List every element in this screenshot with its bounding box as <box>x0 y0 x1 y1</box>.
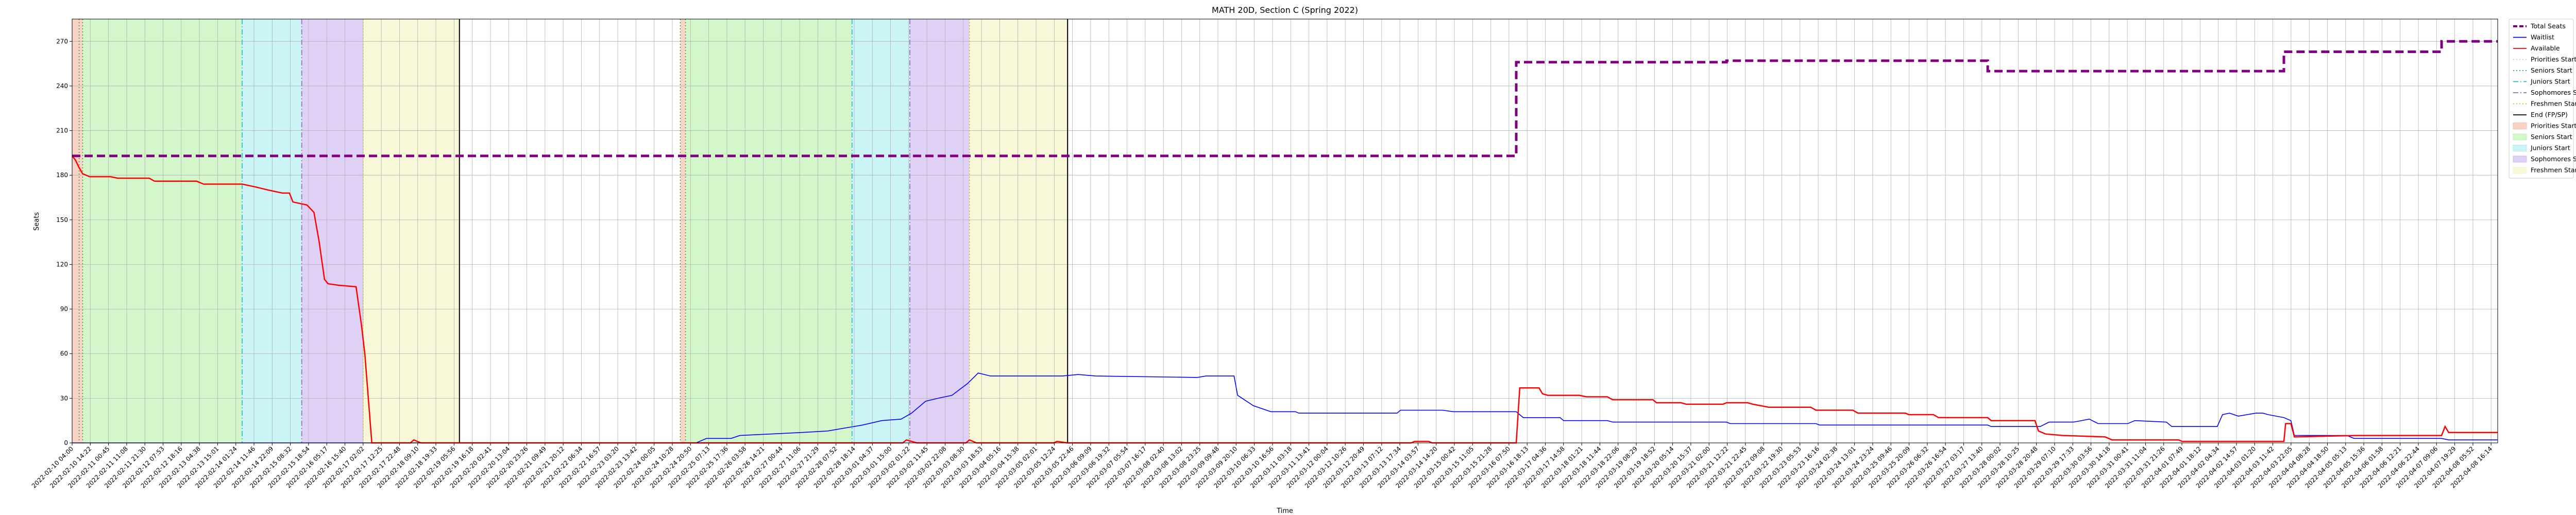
phase-span <box>82 19 242 443</box>
legend-label: Available <box>2531 44 2560 52</box>
phase-span <box>242 19 302 443</box>
legend-label: Total Seats <box>2530 22 2566 30</box>
phase-span <box>685 19 852 443</box>
legend-swatch <box>2513 156 2527 163</box>
legend-label: Seniors Start <box>2531 133 2572 141</box>
legend-label: Waitlist <box>2531 33 2554 41</box>
y-tick-label: 90 <box>60 305 68 313</box>
legend-label: Freshmen Start <box>2531 166 2576 174</box>
legend-label: Juniors Start <box>2530 144 2570 152</box>
legend-label: Priorities Start <box>2531 56 2576 63</box>
series-line-waitlist <box>72 372 2498 443</box>
y-tick-label: 240 <box>56 82 68 90</box>
y-tick-label: 30 <box>60 394 68 402</box>
y-tick-label: 60 <box>60 350 68 357</box>
series-line-total-seats <box>72 40 2498 158</box>
y-tick-label: 180 <box>56 171 68 179</box>
phase-span <box>680 19 686 443</box>
y-tick-label: 270 <box>56 38 68 45</box>
legend: Total Seats Waitlist Available Priorities S… <box>2509 19 2576 179</box>
legend-label: Sophomores Start <box>2531 155 2576 163</box>
legend-swatch <box>2513 123 2527 129</box>
phase-span <box>969 19 1068 443</box>
plot-frame <box>72 19 2498 443</box>
legend-label: Seniors Start <box>2531 66 2572 74</box>
x-axis-title: Time <box>1276 507 1293 515</box>
phase-span <box>852 19 910 443</box>
chart-title: MATH 20D, Section C (Spring 2022) <box>1212 5 1358 15</box>
legend-label: Sophomores Start <box>2531 89 2576 96</box>
legend-swatch <box>2513 167 2527 174</box>
phase-span <box>363 19 460 443</box>
legend-swatch <box>2513 133 2527 141</box>
y-tick-label: 210 <box>56 127 68 134</box>
legend-label: Priorities Start <box>2531 122 2576 130</box>
legend-box <box>2509 19 2574 179</box>
legend-label: End (FP/SP) <box>2531 111 2568 118</box>
y-axis-title: Seats <box>33 212 41 231</box>
y-tick-label: 120 <box>56 261 68 268</box>
y-tick-label: 150 <box>56 216 68 224</box>
y-tick-label: 0 <box>64 439 68 447</box>
legend-swatch <box>2513 145 2527 151</box>
legend-label: Freshmen Start <box>2531 100 2576 108</box>
legend-label: Juniors Start <box>2530 78 2570 85</box>
phase-span <box>301 19 363 443</box>
phase-span <box>910 19 970 443</box>
phase-span <box>72 19 83 443</box>
